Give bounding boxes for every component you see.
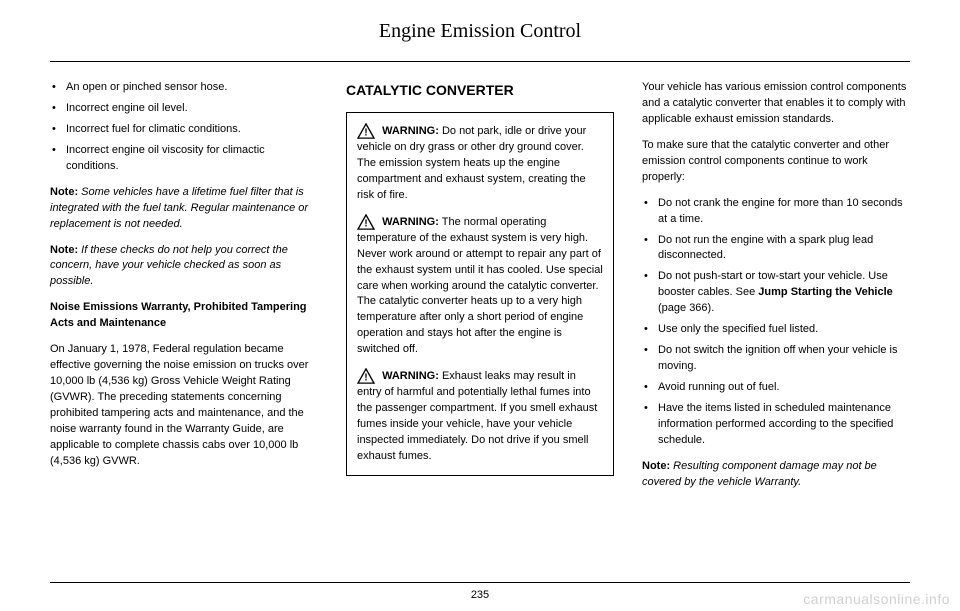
warning-hot-exhaust: ! WARNING: The normal operating temperat… <box>357 214 603 358</box>
bullet-list-causes: An open or pinched sensor hose. Incorrec… <box>50 80 318 175</box>
list-item: Avoid running out of fuel. <box>642 380 910 396</box>
list-item: Do not switch the ignition off when your… <box>642 343 910 375</box>
xref-jump-starting: Jump Starting the Vehicle <box>758 286 892 298</box>
bullet-text-post: (page 366). <box>658 302 714 314</box>
list-item: Do not push-start or tow-start your vehi… <box>642 269 910 317</box>
bullet-list-guidelines: Do not crank the engine for more than 10… <box>642 196 910 449</box>
column-left: An open or pinched sensor hose. Incorrec… <box>50 80 318 574</box>
list-item: An open or pinched sensor hose. <box>50 80 318 96</box>
warning-label: WARNING: <box>382 370 439 382</box>
page-number: 235 <box>50 589 910 601</box>
note-label: Note: <box>50 186 78 198</box>
warning-text: Exhaust leaks may result in entry of har… <box>357 370 597 462</box>
note-text: If these checks do not help you correct … <box>50 244 288 288</box>
page-title: Engine Emission Control <box>50 20 910 43</box>
column-right: Your vehicle has various emission contro… <box>642 80 910 574</box>
warning-icon: ! <box>357 368 375 384</box>
list-item: Use only the specified fuel listed. <box>642 322 910 338</box>
svg-text:!: ! <box>364 373 367 384</box>
warning-icon: ! <box>357 123 375 139</box>
subheading-noise-emissions: Noise Emissions Warranty, Prohibited Tam… <box>50 300 318 332</box>
warning-label: WARNING: <box>382 125 439 137</box>
para-noise-regulation: On January 1, 1978, Federal regulation b… <box>50 342 318 470</box>
warning-label: WARNING: <box>382 216 439 228</box>
watermark: carmanualsonline.info <box>803 591 950 607</box>
warning-icon: ! <box>357 214 375 230</box>
svg-text:!: ! <box>364 218 367 229</box>
note-have-checked: Note: If these checks do not help you co… <box>50 243 318 291</box>
note-label: Note: <box>50 244 78 256</box>
warning-exhaust-leaks: ! WARNING: Exhaust leaks may result in e… <box>357 368 603 465</box>
list-item: Do not run the engine with a spark plug … <box>642 233 910 265</box>
warning-text: The normal operating temperature of the … <box>357 216 603 356</box>
warning-box: ! WARNING: Do not park, idle or drive yo… <box>346 112 614 475</box>
content-columns: An open or pinched sensor hose. Incorrec… <box>50 80 910 574</box>
note-text: Resulting component damage may not be co… <box>642 460 877 488</box>
note-fuel-filter: Note: Some vehicles have a lifetime fuel… <box>50 185 318 233</box>
warning-no-park: ! WARNING: Do not park, idle or drive yo… <box>357 123 603 204</box>
list-item: Incorrect engine oil level. <box>50 101 318 117</box>
note-warranty: Note: Resulting component damage may not… <box>642 459 910 491</box>
column-middle: CATALYTIC CONVERTER ! WARNING: Do not pa… <box>346 80 614 574</box>
divider-top <box>50 61 910 62</box>
list-item: Have the items listed in scheduled maint… <box>642 401 910 449</box>
list-item: Incorrect engine oil viscosity for clima… <box>50 143 318 175</box>
list-item: Incorrect fuel for climatic conditions. <box>50 122 318 138</box>
section-heading-catalytic: CATALYTIC CONVERTER <box>346 80 614 100</box>
note-label: Note: <box>642 460 670 472</box>
note-text: Some vehicles have a lifetime fuel filte… <box>50 186 308 230</box>
divider-bottom <box>50 582 910 583</box>
para-lead: To make sure that the catalytic converte… <box>642 138 910 186</box>
list-item: Do not crank the engine for more than 10… <box>642 196 910 228</box>
svg-text:!: ! <box>364 128 367 139</box>
para-intro: Your vehicle has various emission contro… <box>642 80 910 128</box>
